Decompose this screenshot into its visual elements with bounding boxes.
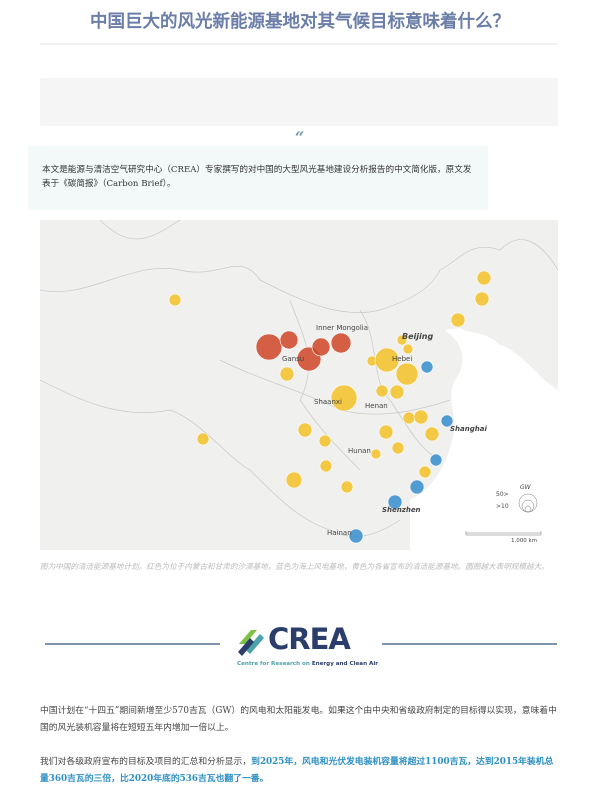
label-hebei: Hebei <box>392 355 412 363</box>
bubble-provincial <box>319 459 333 473</box>
paragraph-2: 我们对各级政府宣布的目标及项目的汇总和分析显示，到2025年，风电和光伏发电装机… <box>40 757 554 784</box>
bubble-provincial <box>370 448 382 460</box>
quote-icon: “ <box>295 128 305 147</box>
bubble-desert-base <box>330 332 352 354</box>
crea-tagline: Centre for Research on Energy and Clean … <box>237 661 379 667</box>
page-title: 中国巨大的风光新能源基地对其气候目标意味着什么？ <box>90 12 510 32</box>
bubble-provincial <box>391 441 405 455</box>
bubble-offshore-wind <box>440 414 454 428</box>
bubble-desert-base <box>255 333 283 361</box>
china-energy-base-map: Inner Mongolia Gansu Beijing Hebei Shaan… <box>40 220 558 550</box>
bubble-provincial <box>378 424 394 440</box>
paragraph-1: 中国计划在“十四五”期间新增至少570吉瓦（GW）的风电和太阳能发电。如果这个由… <box>40 706 557 733</box>
divider-right <box>382 643 557 645</box>
map-bubbles <box>168 270 492 544</box>
bubble-provincial <box>196 432 210 446</box>
label-hunan: Hunan <box>348 447 371 455</box>
divider-left <box>45 643 220 645</box>
bubble-offshore-wind <box>409 479 425 495</box>
bubble-provincial <box>374 347 400 373</box>
scale-label: 1,000 km <box>511 538 537 544</box>
bubble-offshore-wind <box>387 494 403 510</box>
sea <box>410 328 558 550</box>
divider <box>40 43 558 45</box>
label-shanghai: Shanghai <box>450 425 487 433</box>
bubble-provincial <box>318 434 332 448</box>
bubble-provincial <box>450 312 466 328</box>
bubble-provincial <box>395 362 419 386</box>
bubble-provincial <box>340 480 354 494</box>
label-gansu: Gansu <box>282 355 304 363</box>
ad-placeholder <box>40 78 558 126</box>
bubble-provincial <box>396 334 408 346</box>
bubble-provincial <box>474 291 490 307</box>
label-hainan: Hainan <box>327 529 352 537</box>
bubble-provincial <box>330 384 358 412</box>
intro-text: 本文是能源与清洁空气研究中心（CREA）专家撰写的对中国的大型风光基地建设分析报… <box>42 165 472 189</box>
bubble-desert-base <box>311 337 331 357</box>
bubble-desert-base <box>279 330 299 350</box>
bubble-provincial <box>285 471 303 489</box>
label-henan: Henan <box>365 402 388 410</box>
legend-unit: GW <box>520 484 532 491</box>
map-caption: 图为中国的清洁能源基地计划。红色为位于内蒙古和甘肃的沙漠基地，蓝色为海上风电基地… <box>40 562 549 571</box>
label-beijing: Beijing <box>402 332 433 341</box>
bubble-offshore-wind <box>420 360 434 374</box>
intro-box: 本文是能源与清洁空气研究中心（CREA）专家撰写的对中国的大型风光基地建设分析报… <box>28 146 488 210</box>
label-shenzhen: Shenzhen <box>382 506 421 514</box>
crea-logo-icon <box>238 630 264 656</box>
legend-circles <box>465 493 542 536</box>
bubble-offshore-wind <box>429 453 443 467</box>
crea-logo-section: CREA Centre for Research on Energy and C… <box>0 620 600 670</box>
bubble-provincial <box>297 422 313 438</box>
bubble-provincial <box>418 465 432 479</box>
crea-logo-text: CREA <box>268 622 351 656</box>
bubble-provincial <box>413 409 429 425</box>
paragraph-2-highlight: 到2025年，风电和光伏发电装机容量将超过1100吉瓦，达到2015年装机总量3… <box>40 757 554 784</box>
legend-large: 50> <box>496 491 509 498</box>
bubble-provincial <box>375 384 389 398</box>
label-shaanxi: Shaanxi <box>314 398 342 406</box>
bubble-provincial <box>402 343 414 355</box>
label-inner-mongolia: Inner Mongolia <box>316 324 368 332</box>
legend-small: >10 <box>496 503 509 510</box>
bubble-offshore-wind <box>348 528 364 544</box>
bubble-provincial <box>168 293 182 307</box>
bubble-provincial <box>389 384 405 400</box>
bubble-provincial <box>402 411 416 425</box>
bubble-provincial <box>279 366 295 382</box>
bubble-provincial <box>424 426 440 442</box>
bubble-provincial <box>476 270 492 286</box>
